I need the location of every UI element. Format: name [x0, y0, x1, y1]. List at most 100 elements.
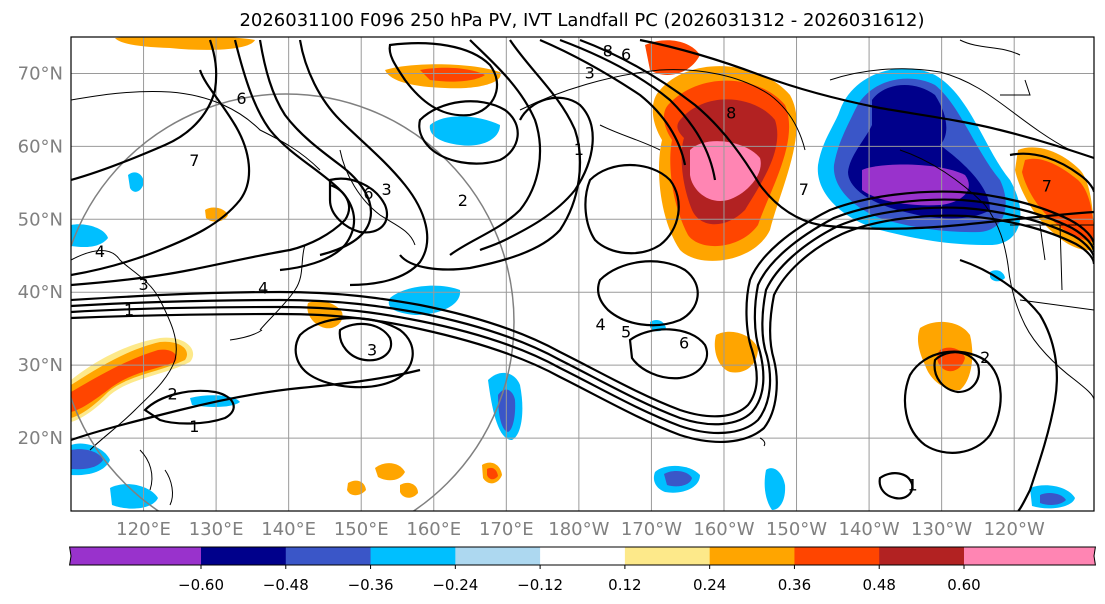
- pv-contour: [539, 38, 687, 166]
- colorbar-tick-labels: −0.60 −0.48 −0.36 −0.24 −0.12 0.12 0.24 0.36 0.4…: [178, 565, 981, 594]
- lon-tick-label: 120°W: [984, 519, 1045, 540]
- contour-label: 4: [596, 315, 606, 334]
- colorbar-tick-label: 0.24: [693, 576, 726, 594]
- filled-region-negative: [664, 470, 692, 487]
- colorbar-extend-low: [69, 547, 201, 565]
- colorbar: [69, 546, 1096, 566]
- pv-contour: [449, 39, 542, 256]
- lon-tick-label: 160°E: [406, 519, 461, 540]
- gridlines: [71, 37, 1094, 511]
- pv-contour: [479, 96, 594, 252]
- filled-region-positive: [1022, 158, 1094, 242]
- pv-contour: [418, 100, 519, 165]
- map-frame: [70, 36, 1095, 512]
- contour-label: 6: [621, 45, 631, 64]
- colorbar-tick-label: −0.24: [432, 576, 478, 594]
- colorbar-tick-label: −0.48: [263, 576, 309, 594]
- coastline-arctic: [959, 39, 1031, 96]
- contour-label: 3: [138, 275, 148, 294]
- longitude-tick-labels: 120°E 130°E 140°E 150°E 160°E 170°E 180°W 170°W…: [116, 519, 1045, 540]
- contour-label: 7: [799, 180, 809, 199]
- pv-contour: [933, 351, 980, 394]
- contour-label: 4: [95, 242, 105, 261]
- contour-label: 1: [189, 417, 199, 436]
- filled-region-negative: [128, 172, 144, 192]
- filled-region-negative: [71, 224, 108, 248]
- colorbar-segment: [201, 547, 287, 565]
- filled-region-negative: [388, 285, 461, 315]
- coastline-hawaii: [759, 437, 766, 447]
- colorbar-tick-label: −0.36: [348, 576, 394, 594]
- colorbar-segment: [455, 547, 541, 565]
- contour-label: 2: [167, 384, 177, 403]
- pv-contour: [71, 39, 218, 182]
- lat-tick-label: 20°N: [18, 428, 63, 449]
- lon-tick-label: 160°W: [693, 519, 754, 540]
- filled-region-positive: [375, 463, 405, 481]
- contour-label: 1: [908, 475, 918, 494]
- filled-region-positive: [420, 67, 485, 82]
- lon-tick-label: 150°E: [334, 519, 389, 540]
- coastline-alaska: [519, 69, 806, 151]
- pv-contour: [143, 389, 235, 425]
- lon-tick-label: 140°E: [261, 519, 316, 540]
- pv-contour: [559, 38, 717, 181]
- lon-tick-label: 120°E: [116, 519, 171, 540]
- colorbar-tick-label: −0.60: [178, 576, 224, 594]
- contour-label: 3: [367, 341, 377, 360]
- contour-label: 3: [585, 63, 595, 82]
- colorbar-extend-high: [964, 547, 1096, 565]
- pv-contour: [71, 198, 1094, 426]
- pv-contour: [597, 260, 699, 327]
- contour-label: 3: [382, 180, 392, 199]
- pv-contour: [71, 368, 421, 442]
- pv-contours: [71, 38, 1094, 511]
- filled-region-negative: [1040, 492, 1066, 505]
- contour-label: 1: [574, 140, 584, 159]
- colorbar-tick-label: 0.60: [947, 576, 980, 594]
- lat-tick-label: 70°N: [18, 63, 63, 84]
- filled-region-positive: [645, 40, 700, 75]
- lon-tick-label: 180°W: [548, 519, 609, 540]
- pv-contour: [71, 69, 251, 277]
- contour-label: 1: [124, 300, 134, 319]
- pv-contour: [71, 190, 1094, 418]
- lon-tick-label: 130°W: [911, 519, 972, 540]
- pv-contour: [584, 163, 680, 255]
- pv-contour: [628, 328, 708, 380]
- filled-region-negative: [429, 116, 500, 146]
- colorbar-tick-label: −0.12: [517, 576, 563, 594]
- pv-contour: [959, 258, 1058, 511]
- contour-label: 8: [603, 42, 613, 61]
- contour-label: 4: [258, 279, 268, 298]
- pv-contour: [258, 39, 373, 257]
- lon-tick-label: 150°W: [766, 519, 827, 540]
- contour-label: 6: [363, 184, 373, 203]
- filled-region-positive: [400, 482, 418, 498]
- lon-tick-label: 140°W: [839, 519, 900, 540]
- pv-contour: [328, 177, 388, 234]
- filled-region-positive: [115, 37, 255, 50]
- lon-tick-label: 170°W: [621, 519, 682, 540]
- reference-circle: [71, 93, 515, 511]
- coastline-north-america: [829, 68, 1094, 401]
- latitude-tick-labels: 20°N 30°N 40°N 50°N 60°N 70°N: [18, 63, 63, 449]
- colorbar-segment: [540, 547, 626, 565]
- coastline-philippines: [139, 449, 173, 506]
- filled-region-positive: [714, 331, 758, 373]
- lat-tick-label: 60°N: [18, 136, 63, 157]
- colorbar-segment: [879, 547, 965, 565]
- figure-title: 2026031100 F096 250 hPa PV, IVT Landfall…: [239, 10, 924, 31]
- contour-label: 7: [189, 151, 199, 170]
- filled-region-negative: [764, 468, 786, 510]
- pv-contour: [71, 183, 351, 287]
- colorbar-tick-label: 0.48: [863, 576, 896, 594]
- contour-label: 2: [980, 348, 990, 367]
- contour-label: 5: [621, 322, 631, 341]
- colorbar-segment: [370, 547, 456, 565]
- coastline-us-borders: [1010, 224, 1094, 311]
- pv-contour: [298, 39, 429, 287]
- pv-contour: [338, 322, 393, 362]
